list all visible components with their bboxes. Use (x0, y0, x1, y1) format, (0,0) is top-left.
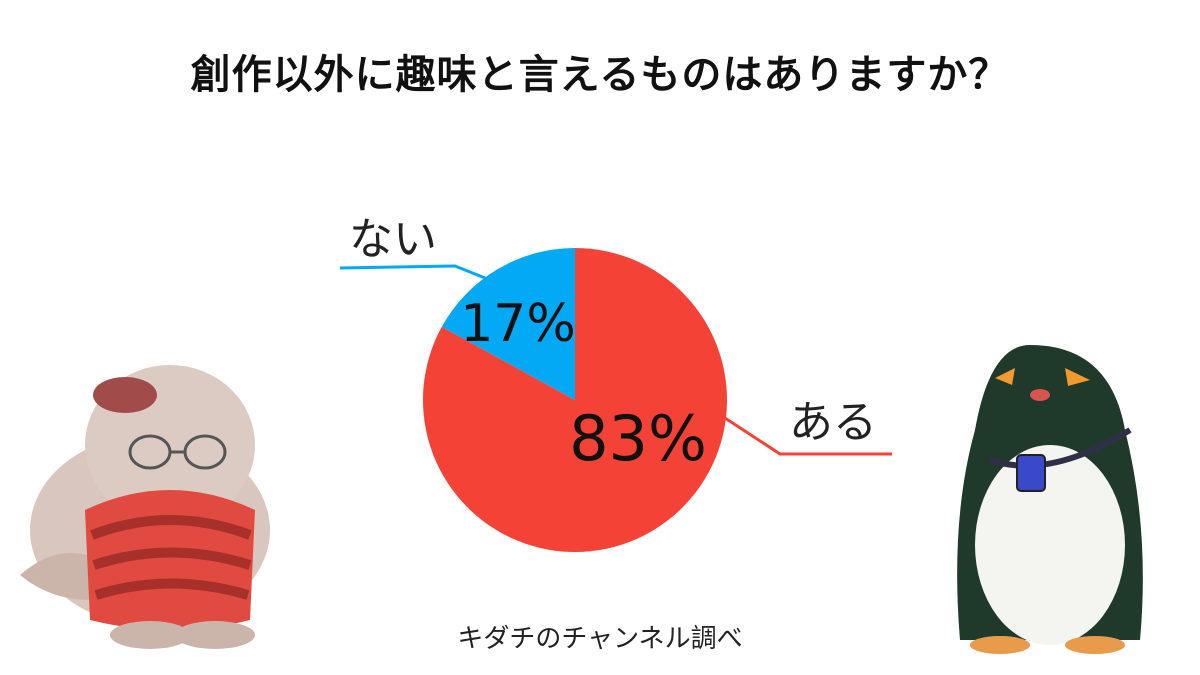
pie-slice-ari (422, 248, 727, 552)
seal-character-icon (20, 365, 270, 649)
data-label-nai: 17% (460, 294, 576, 354)
category-label-nai: ない (349, 214, 437, 265)
leader-line-ari (724, 416, 892, 456)
penguin-character-icon (957, 345, 1143, 654)
source-caption: キダチのチャンネル調べ (457, 624, 743, 654)
data-label-ari: 83% (569, 402, 707, 475)
chart-title: 創作以外に趣味と言えるものはありますか？ (190, 52, 1010, 98)
leader-line-nai (339, 264, 491, 282)
pie-slice-nai (441, 248, 575, 400)
category-label-ari: ある (789, 397, 877, 448)
